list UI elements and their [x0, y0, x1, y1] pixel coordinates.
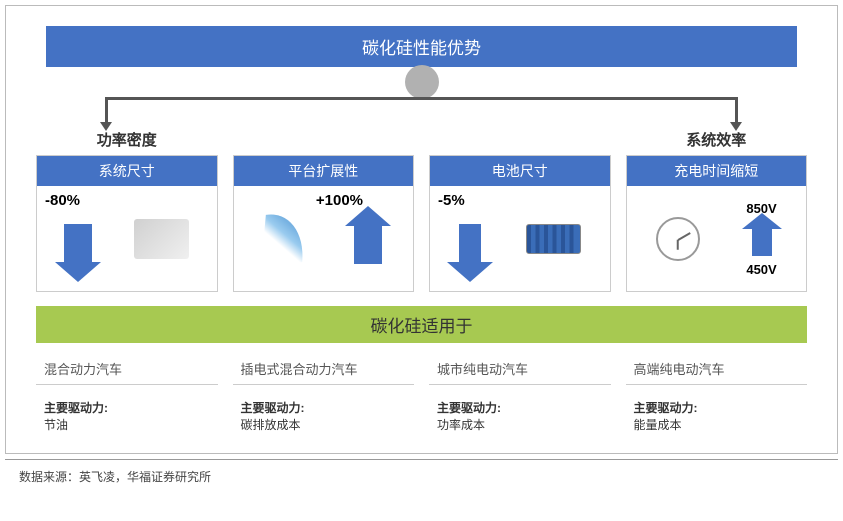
- use-city-ev: 城市纯电动汽车: [429, 353, 611, 385]
- driver-cell: 主要驱动力: 碳排放成本: [233, 393, 415, 443]
- category-left: 功率密度: [36, 129, 218, 151]
- cards-row: 系统尺寸 -80% 平台扩展性 +100% 电池尺寸 -5% 充: [36, 155, 807, 292]
- card-battery-size: 电池尺寸 -5%: [429, 155, 611, 292]
- arrow-up-icon: [354, 224, 382, 264]
- connector: [36, 67, 807, 127]
- module-image: [134, 219, 189, 259]
- arrow-down-icon: [64, 224, 92, 264]
- card-platform-scalability: 平台扩展性 +100%: [233, 155, 415, 292]
- driver-cell: 主要驱动力: 功率成本: [429, 393, 611, 443]
- connector-circle: [405, 65, 439, 99]
- metric-value: -80%: [45, 192, 80, 209]
- driver-cell: 主要驱动力: 节油: [36, 393, 218, 443]
- card-head: 系统尺寸: [37, 156, 217, 186]
- use-phev: 插电式混合动力汽车: [233, 353, 415, 385]
- voltage-low: 450V: [746, 262, 776, 277]
- battery-image: [526, 224, 581, 254]
- connector-arrow-right: [735, 97, 738, 123]
- category-row: 功率密度 系统效率: [36, 129, 807, 151]
- driver-value: 碳排放成本: [241, 418, 301, 432]
- voltage-column: 850V 450V: [746, 201, 776, 277]
- driver-label: 主要驱动力:: [44, 399, 210, 416]
- driver-cell: 主要驱动力: 能量成本: [626, 393, 808, 443]
- applications-row: 混合动力汽车 插电式混合动力汽车 城市纯电动汽车 高端纯电动汽车: [36, 353, 807, 385]
- use-hybrid: 混合动力汽车: [36, 353, 218, 385]
- driver-value: 节油: [44, 418, 68, 432]
- card-system-size: 系统尺寸 -80%: [36, 155, 218, 292]
- metric-value: -5%: [438, 192, 465, 209]
- source-citation: 数据来源：英飞凌，华福证券研究所: [5, 459, 838, 497]
- clock-icon: [656, 217, 700, 261]
- diagram-container: 碳化硅性能优势 功率密度 系统效率 系统尺寸 -80% 平台扩展性 +100%: [5, 5, 838, 454]
- card-head: 平台扩展性: [234, 156, 414, 186]
- driver-label: 主要驱动力:: [437, 399, 603, 416]
- connector-hline: [105, 97, 737, 100]
- driver-value: 功率成本: [437, 418, 485, 432]
- driver-label: 主要驱动力:: [241, 399, 407, 416]
- arrow-up-icon: [752, 228, 772, 256]
- category-right: 系统效率: [626, 129, 808, 151]
- applications-banner: 碳化硅适用于: [36, 306, 807, 343]
- use-premium-ev: 高端纯电动汽车: [626, 353, 808, 385]
- swoosh-icon: [261, 208, 307, 269]
- arrow-down-icon: [459, 224, 481, 264]
- connector-arrow-left: [105, 97, 108, 123]
- card-head: 充电时间缩短: [627, 156, 807, 186]
- card-charging-time: 充电时间缩短 850V 450V: [626, 155, 808, 292]
- driver-value: 能量成本: [634, 418, 682, 432]
- card-head: 电池尺寸: [430, 156, 610, 186]
- title-banner: 碳化硅性能优势: [46, 26, 797, 67]
- drivers-row: 主要驱动力: 节油 主要驱动力: 碳排放成本 主要驱动力: 功率成本 主要驱动力: 能量…: [36, 393, 807, 443]
- driver-label: 主要驱动力:: [634, 399, 800, 416]
